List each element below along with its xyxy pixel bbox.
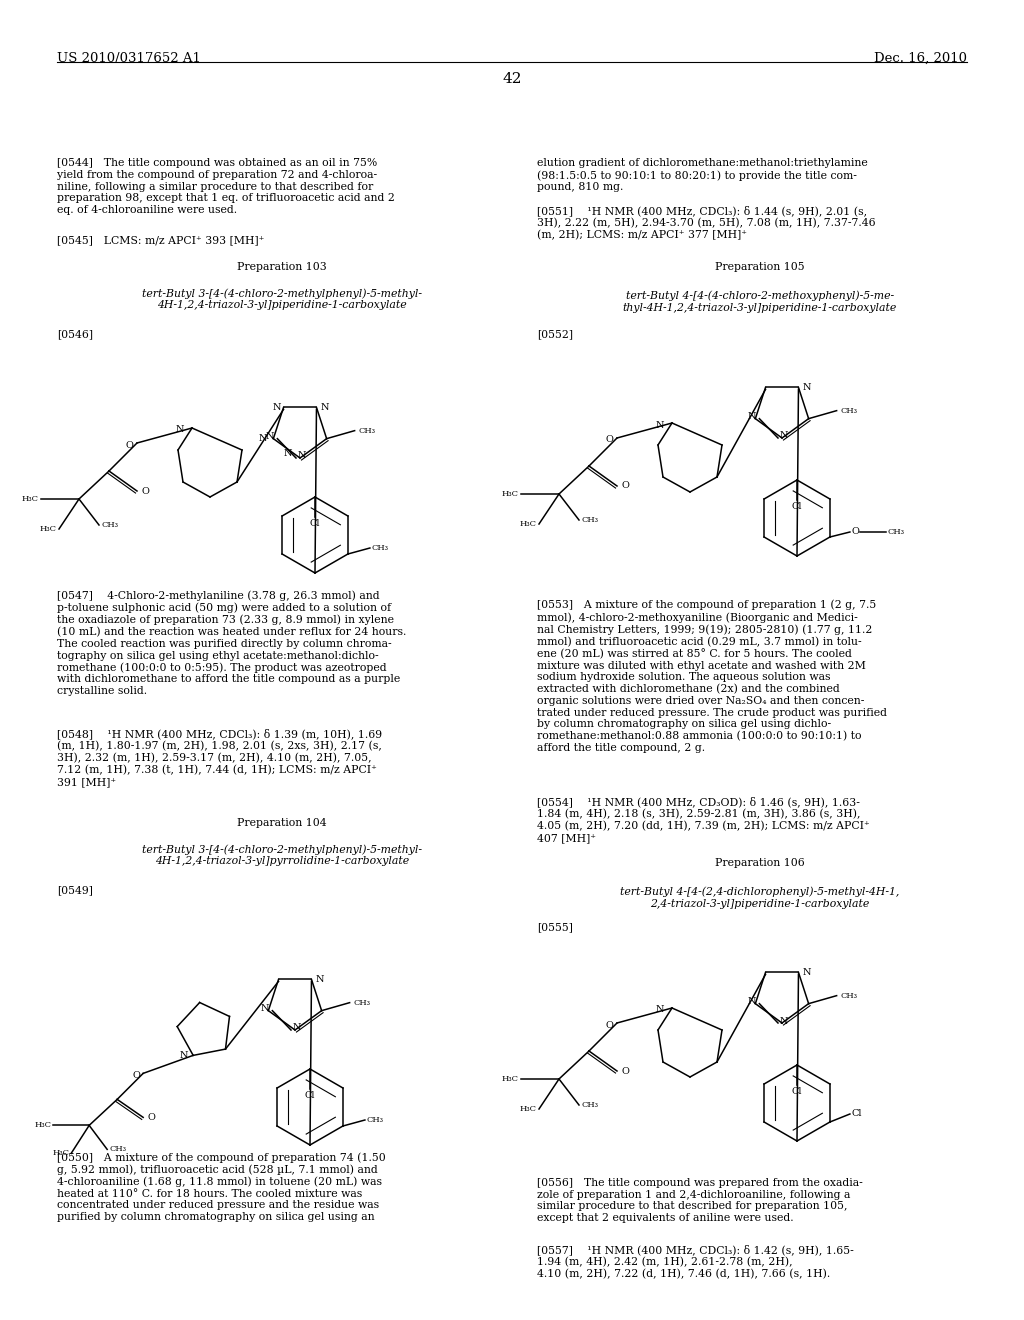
Text: N: N	[655, 421, 664, 429]
Text: [0550] A mixture of the compound of preparation 74 (1.50
g, 5.92 mmol), trifluor: [0550] A mixture of the compound of prep…	[57, 1152, 386, 1222]
Text: N: N	[293, 1023, 301, 1032]
Text: Preparation 104: Preparation 104	[238, 818, 327, 828]
Text: H₃C: H₃C	[40, 525, 57, 533]
Text: CH₃: CH₃	[110, 1146, 126, 1154]
Text: H₃C: H₃C	[520, 520, 537, 528]
Text: N: N	[273, 403, 282, 412]
Text: N: N	[175, 425, 184, 434]
Text: N: N	[748, 997, 756, 1006]
Text: Preparation 103: Preparation 103	[238, 263, 327, 272]
Text: O: O	[621, 1067, 629, 1076]
Text: tert-Butyl 3-[4-(4-chloro-2-methylphenyl)-5-methyl-
4H-1,2,4-triazol-3-yl]pyrrol: tert-Butyl 3-[4-(4-chloro-2-methylphenyl…	[142, 843, 422, 866]
Text: CH₃: CH₃	[888, 528, 905, 536]
Text: tert-Butyl 4-[4-(4-chloro-2-methoxyphenyl)-5-me-
thyl-4H-1,2,4-triazol-3-yl]pipe: tert-Butyl 4-[4-(4-chloro-2-methoxypheny…	[623, 290, 897, 313]
Text: O: O	[852, 528, 860, 536]
Text: [0546]: [0546]	[57, 330, 93, 339]
Text: N: N	[260, 1005, 268, 1014]
Text: N: N	[321, 403, 329, 412]
Text: US 2010/0317652 A1: US 2010/0317652 A1	[57, 51, 201, 65]
Text: [0544] The title compound was obtained as an oil in 75%
yield from the compound : [0544] The title compound was obtained a…	[57, 158, 395, 215]
Text: N: N	[259, 434, 267, 444]
Text: CH₃: CH₃	[581, 1101, 598, 1109]
Text: CH₃: CH₃	[841, 991, 858, 999]
Text: Cl: Cl	[792, 502, 802, 511]
Text: N: N	[315, 975, 324, 983]
Text: O: O	[605, 436, 613, 445]
Text: H₃C: H₃C	[520, 1105, 537, 1113]
Text: Cl: Cl	[792, 1086, 802, 1096]
Text: [0552]: [0552]	[537, 330, 573, 339]
Text: N: N	[779, 432, 788, 441]
Text: N: N	[803, 383, 811, 392]
Text: CH₃: CH₃	[353, 999, 371, 1007]
Text: CH₃: CH₃	[101, 521, 118, 529]
Text: CH₃: CH₃	[372, 544, 389, 552]
Text: CH₃: CH₃	[358, 426, 376, 434]
Text: [0547]  4-Chloro-2-methylaniline (3.78 g, 26.3 mmol) and
p-toluene sulphonic aci: [0547] 4-Chloro-2-methylaniline (3.78 g,…	[57, 590, 407, 696]
Text: H₃C: H₃C	[34, 1122, 51, 1130]
Text: O: O	[141, 487, 148, 495]
Text: H₃C: H₃C	[22, 495, 39, 503]
Text: elution gradient of dichloromethane:methanol:triethylamine
(98:1.5:0.5 to 90:10:: elution gradient of dichloromethane:meth…	[537, 158, 867, 193]
Text: [0548]  ¹H NMR (400 MHz, CDCl₃): δ 1.39 (m, 10H), 1.69
(m, 1H), 1.80-1.97 (m, 2H: [0548] ¹H NMR (400 MHz, CDCl₃): δ 1.39 (…	[57, 729, 382, 787]
Text: Cl: Cl	[852, 1110, 862, 1118]
Text: N: N	[748, 412, 756, 421]
Text: Dec. 16, 2010: Dec. 16, 2010	[874, 51, 967, 65]
Text: tert-Butyl 3-[4-(4-chloro-2-methylphenyl)-5-methyl-
4H-1,2,4-triazol-3-yl]piperi: tert-Butyl 3-[4-(4-chloro-2-methylphenyl…	[142, 288, 422, 310]
Text: N: N	[179, 1051, 188, 1060]
Text: [0551]  ¹H NMR (400 MHz, CDCl₃): δ 1.44 (s, 9H), 2.01 (s,
3H), 2.22 (m, 5H), 2.9: [0551] ¹H NMR (400 MHz, CDCl₃): δ 1.44 (…	[537, 206, 876, 240]
Text: N: N	[265, 432, 273, 441]
Text: O: O	[125, 441, 133, 450]
Text: [0545] LCMS: m/z APCI⁺ 393 [MH]⁺: [0545] LCMS: m/z APCI⁺ 393 [MH]⁺	[57, 235, 264, 246]
Text: O: O	[621, 482, 629, 491]
Text: N: N	[779, 1016, 788, 1026]
Text: O: O	[605, 1020, 613, 1030]
Text: H₃C: H₃C	[52, 1150, 70, 1158]
Text: H₃C: H₃C	[502, 490, 519, 498]
Text: [0556] The title compound was prepared from the oxadia-
zole of preparation 1 an: [0556] The title compound was prepared f…	[537, 1177, 863, 1222]
Text: 42: 42	[502, 73, 522, 86]
Text: N: N	[655, 1006, 664, 1015]
Text: Cl: Cl	[305, 1092, 315, 1100]
Text: N: N	[298, 451, 306, 461]
Text: [0549]: [0549]	[57, 886, 93, 895]
Text: [0557]  ¹H NMR (400 MHz, CDCl₃): δ 1.42 (s, 9H), 1.65-
1.94 (m, 4H), 2.42 (m, 1H: [0557] ¹H NMR (400 MHz, CDCl₃): δ 1.42 (…	[537, 1243, 854, 1279]
Text: CH₃: CH₃	[581, 516, 598, 524]
Text: Cl: Cl	[309, 519, 321, 528]
Text: N: N	[284, 450, 292, 458]
Text: CH₃: CH₃	[841, 407, 858, 414]
Text: O: O	[147, 1113, 155, 1122]
Text: H₃C: H₃C	[502, 1074, 519, 1082]
Text: Preparation 106: Preparation 106	[715, 858, 805, 869]
Text: [0553] A mixture of the compound of preparation 1 (2 g, 7.5
mmol), 4-chloro-2-me: [0553] A mixture of the compound of prep…	[537, 599, 887, 752]
Text: Preparation 105: Preparation 105	[715, 263, 805, 272]
Text: O: O	[132, 1071, 140, 1080]
Text: [0555]: [0555]	[537, 921, 572, 932]
Text: N: N	[803, 968, 811, 977]
Text: CH₃: CH₃	[367, 1115, 384, 1125]
Text: tert-Butyl 4-[4-(2,4-dichlorophenyl)-5-methyl-4H-1,
2,4-triazol-3-yl]piperidine-: tert-Butyl 4-[4-(2,4-dichlorophenyl)-5-m…	[621, 887, 900, 908]
Text: [0554]  ¹H NMR (400 MHz, CD₃OD): δ 1.46 (s, 9H), 1.63-
1.84 (m, 4H), 2.18 (s, 3H: [0554] ¹H NMR (400 MHz, CD₃OD): δ 1.46 (…	[537, 797, 869, 843]
